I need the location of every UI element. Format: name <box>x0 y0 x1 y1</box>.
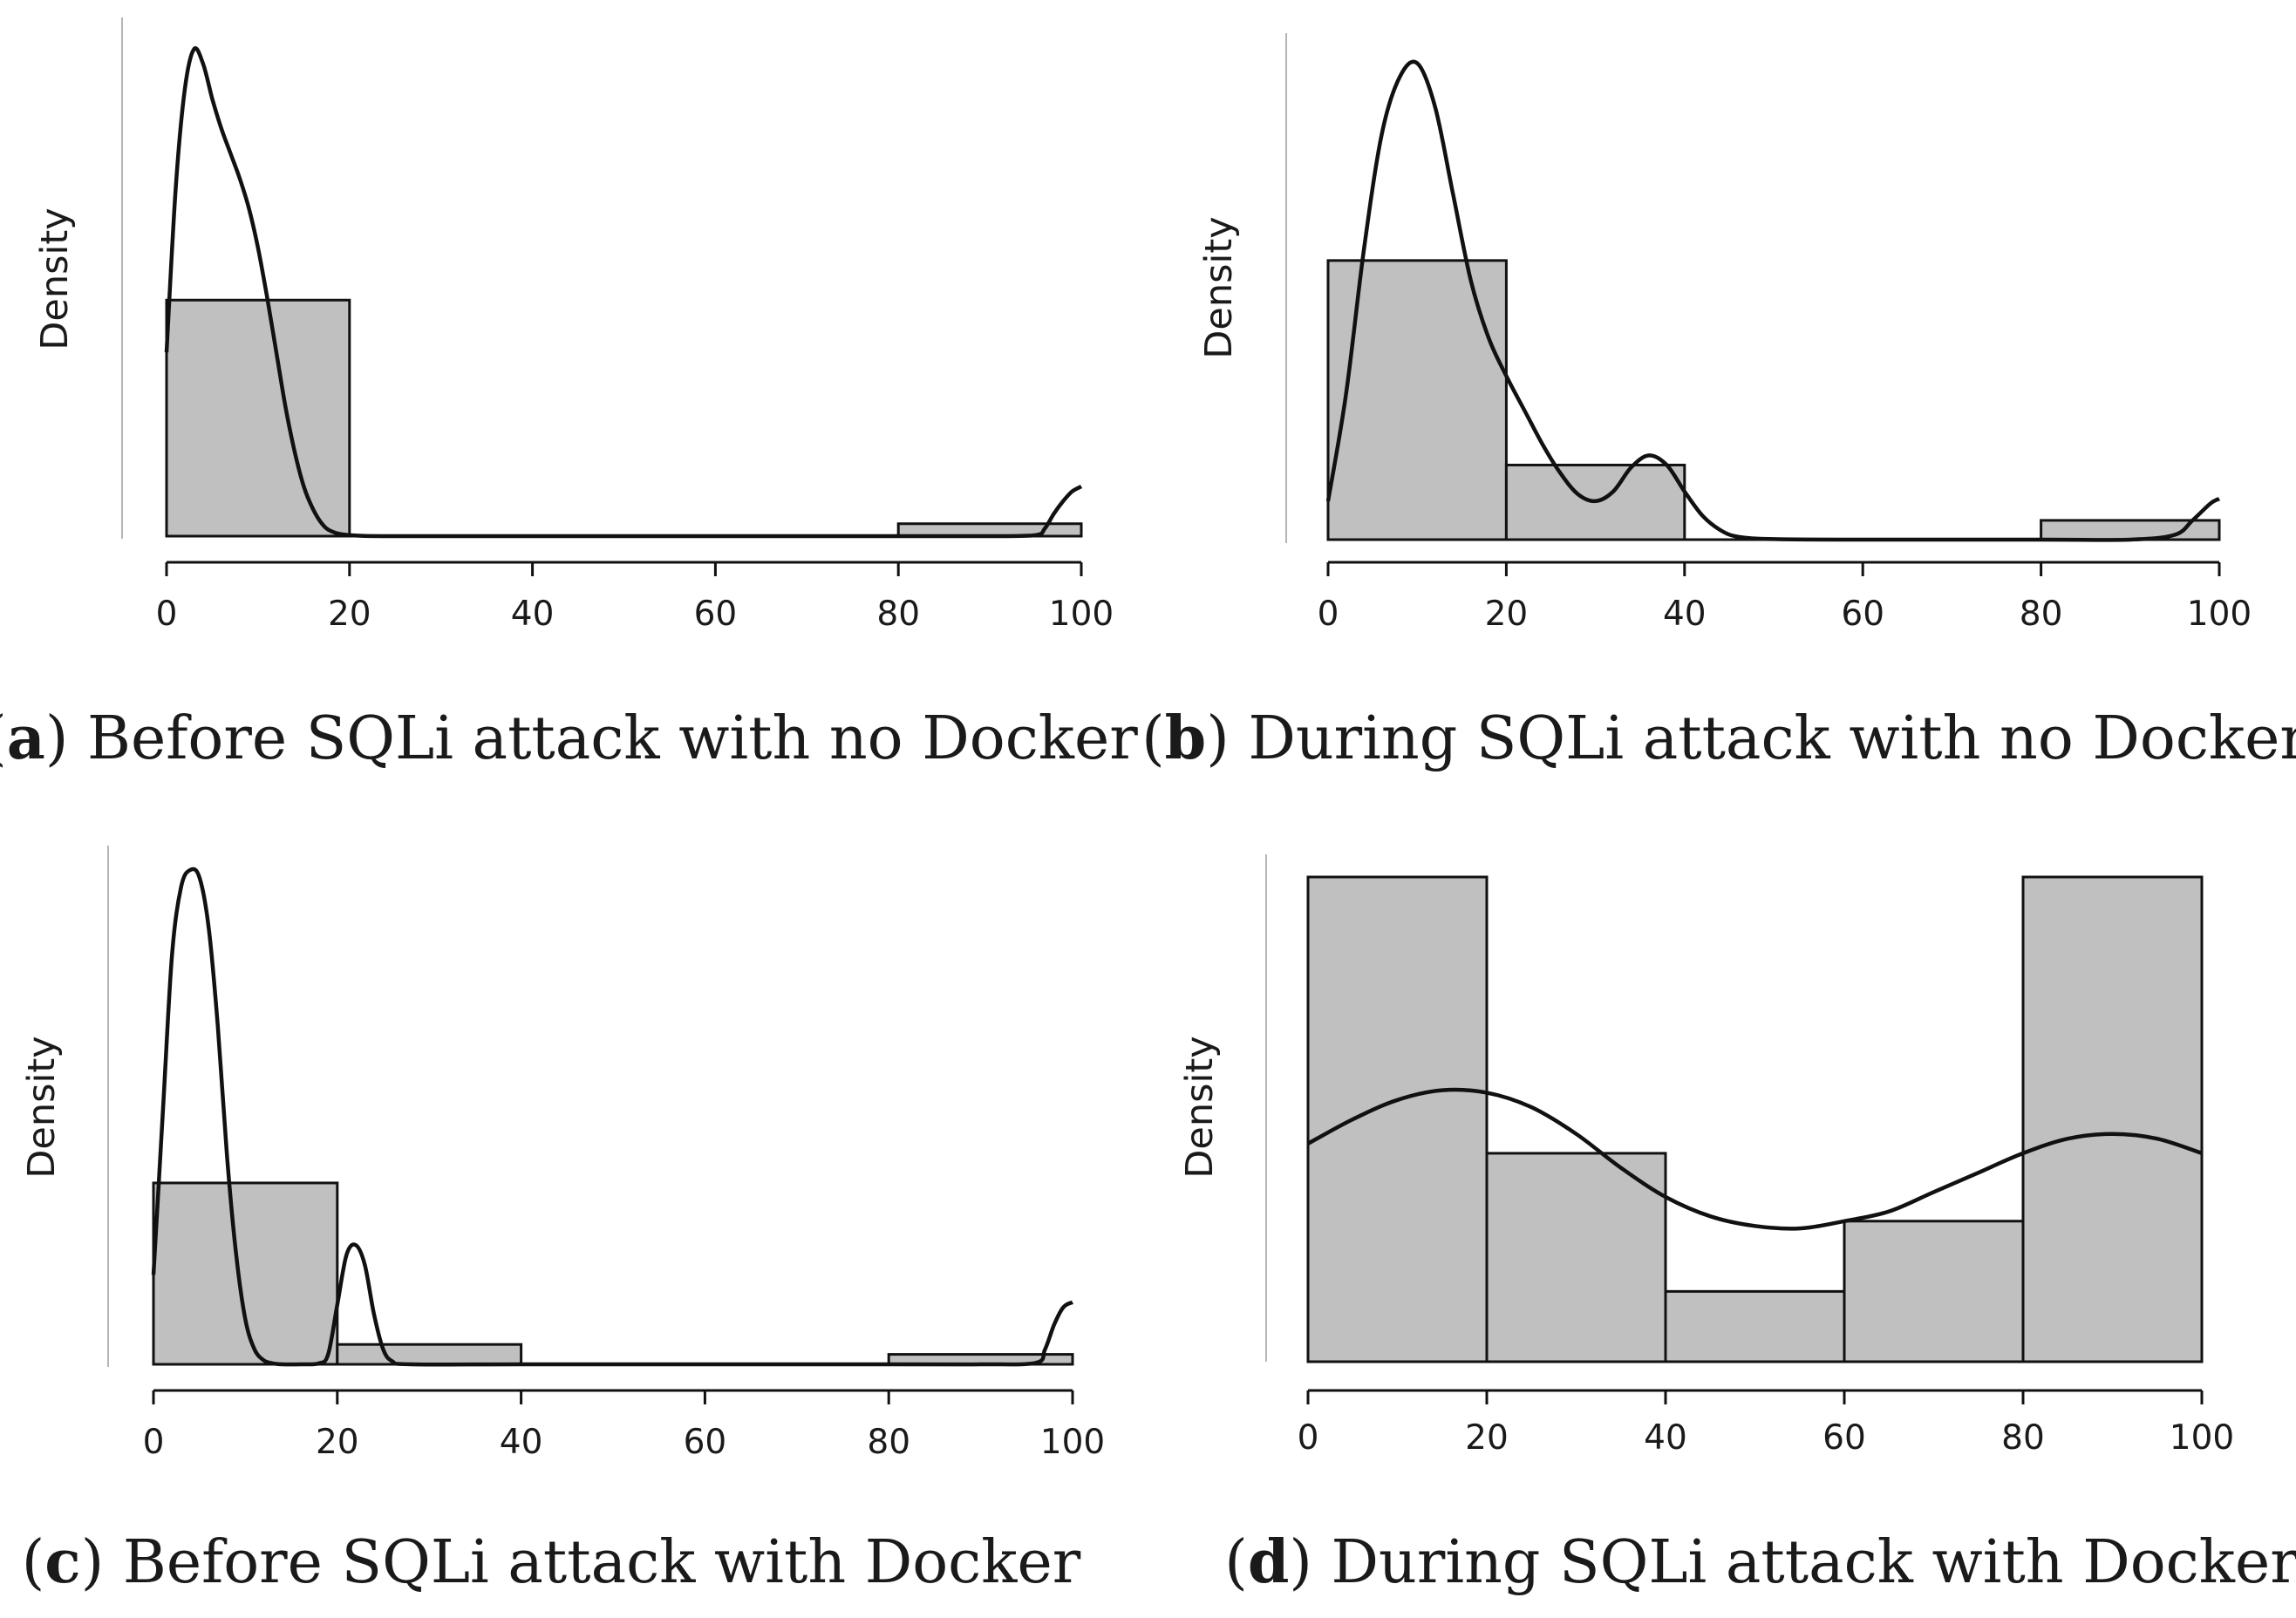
panel-b-x-tick-label-2: 40 <box>1663 595 1707 634</box>
panel-a-x-tick-label-5: 100 <box>1049 595 1114 634</box>
panel-d-caption: (d) During SQLi attack with Docker <box>1224 1527 2296 1597</box>
panel-c-caption-letter: c <box>44 1527 80 1597</box>
panel-c-x-tick-label-2: 40 <box>500 1423 543 1462</box>
panel-c-caption: (c) Before SQLi attack with Docker <box>22 1527 1081 1597</box>
panel-b-x-axis: 0 20 40 60 80 100 <box>1318 561 2252 634</box>
panel-d-x-tick-label-3: 60 <box>1822 1418 1866 1458</box>
panel-c-bars <box>152 1181 1074 1366</box>
panel-b-x-tick-label-4: 80 <box>2020 595 2063 634</box>
panel-a-bar-0 <box>165 298 351 538</box>
panel-b: Density 0 20 40 60 80 100 (b) During SQLi att… <box>1141 33 2296 773</box>
panel-b-caption-text: During SQLi attack with no Docker <box>1248 704 2296 773</box>
panel-d-x-tick-label-1: 20 <box>1465 1418 1509 1458</box>
panel-d-bar-0 <box>1306 875 1489 1363</box>
panel-a: Density 0 20 40 60 80 100 (a) Before SQLi att… <box>0 17 1138 773</box>
panel-d-bar-3 <box>1843 1220 2025 1363</box>
panel-b-x-tick-label-1: 20 <box>1485 595 1529 634</box>
panel-c-x-tick-label-1: 20 <box>316 1423 359 1462</box>
panel-a-x-tick-label-3: 60 <box>694 595 738 634</box>
panel-a-bars <box>165 298 1083 538</box>
panel-d-density-curve <box>1306 1087 2203 1231</box>
panel-a-x-tick-label-4: 80 <box>876 595 920 634</box>
panel-a-caption-letter: a <box>7 704 45 773</box>
panel-d-x-tick-label-5: 100 <box>2170 1418 2234 1458</box>
panel-c-density-curve <box>151 867 1074 1367</box>
panel-c-x-tick-label-4: 80 <box>867 1423 910 1462</box>
panel-d-x-axis: 0 20 40 60 80 100 <box>1298 1389 2234 1458</box>
panel-a-caption-text: Before SQLi attack with no Docker <box>87 704 1138 773</box>
panel-a-x-tick-label-2: 40 <box>511 595 555 634</box>
panel-b-bar-4 <box>2040 519 2221 541</box>
panel-d: Density 0 20 40 60 80 100 (d) During SQLi att… <box>1178 854 2296 1597</box>
panel-c-x-axis: 0 20 40 60 80 100 <box>143 1389 1105 1462</box>
panel-b-caption-letter: b <box>1165 704 1207 773</box>
panel-b-ylabel: Density <box>1197 216 1241 358</box>
panel-b-x-tick-label-3: 60 <box>1841 595 1884 634</box>
panel-c-ylabel: Density <box>20 1036 64 1178</box>
panel-a-x-tick-label-0: 0 <box>156 595 178 634</box>
panel-d-ylabel: Density <box>1178 1036 1222 1178</box>
panel-b-x-tick-label-5: 100 <box>2187 595 2252 634</box>
panel-c-bar-0 <box>152 1181 339 1366</box>
panel-d-bar-4 <box>2021 875 2204 1363</box>
panel-c-x-tick-label-0: 0 <box>143 1423 165 1462</box>
panel-a-caption: (a) Before SQLi attack with no Docker <box>0 704 1138 773</box>
panel-b-caption: (b) During SQLi attack with no Docker <box>1141 704 2296 773</box>
panel-a-ylabel: Density <box>33 207 77 350</box>
panel-d-caption-text: During SQLi attack with Docker <box>1332 1528 2296 1597</box>
panel-c: Density 0 20 40 60 80 100 (c) Before SQLi att… <box>20 846 1105 1597</box>
panel-a-density-curve <box>164 46 1083 539</box>
panel-a-x-tick-label-1: 20 <box>328 595 371 634</box>
panel-a-x-axis: 0 20 40 60 80 100 <box>156 561 1114 634</box>
panel-d-bar-1 <box>1485 1152 1667 1363</box>
panel-d-x-tick-label-0: 0 <box>1298 1418 1319 1458</box>
panel-d-bars <box>1306 875 2204 1363</box>
panel-b-x-tick-label-0: 0 <box>1318 595 1339 634</box>
panel-c-bar-1 <box>336 1343 523 1366</box>
panel-b-bar-0 <box>1326 259 1508 541</box>
panel-d-caption-letter: d <box>1248 1527 1290 1597</box>
panel-b-bars <box>1326 259 2221 541</box>
panel-d-x-tick-label-4: 80 <box>2001 1418 2045 1458</box>
panel-c-caption-text: Before SQLi attack with Docker <box>123 1528 1081 1597</box>
panel-d-bar-2 <box>1664 1289 1846 1363</box>
panel-c-x-tick-label-5: 100 <box>1040 1423 1105 1462</box>
panel-c-x-tick-label-3: 60 <box>684 1423 727 1462</box>
panel-b-density-curve <box>1325 59 2221 542</box>
panel-d-x-tick-label-2: 40 <box>1644 1418 1687 1458</box>
